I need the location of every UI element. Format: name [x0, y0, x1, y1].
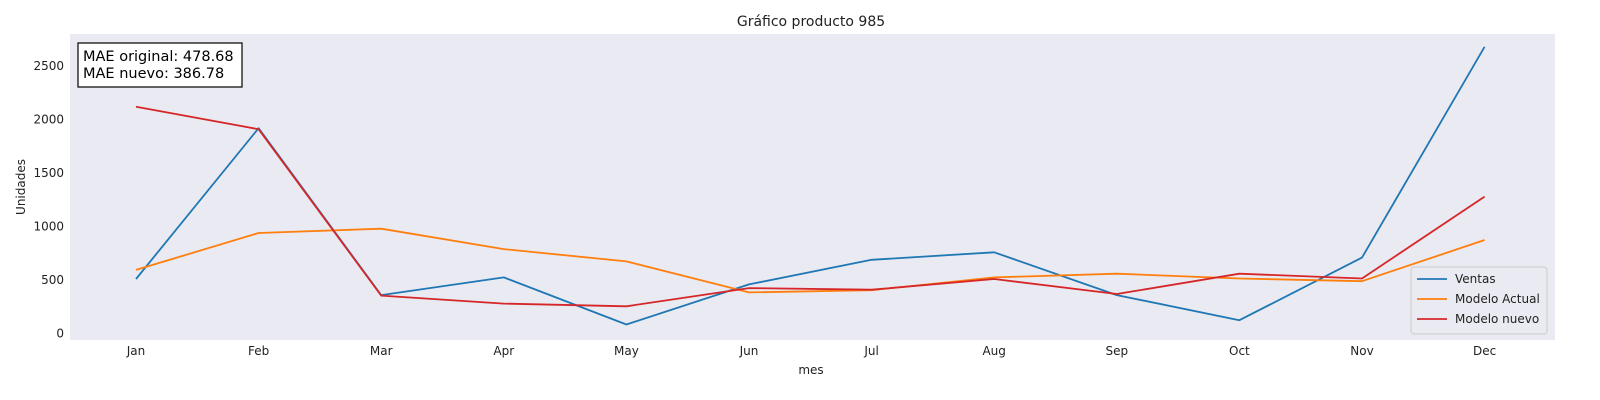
- annotation-line-1: MAE original: 478.68: [83, 49, 234, 65]
- y-tick-label: 2000: [33, 113, 64, 127]
- legend-label: Modelo nuevo: [1455, 312, 1539, 326]
- x-axis-label: mes: [798, 363, 823, 377]
- x-tick-label: Oct: [1229, 344, 1250, 358]
- annotation-box: [77, 42, 243, 88]
- x-tick-label: Mar: [370, 344, 393, 358]
- y-tick-label: 2500: [33, 59, 64, 73]
- y-tick-label: 500: [41, 273, 64, 287]
- series-line-2: [135, 227, 1485, 294]
- x-tick-label: Feb: [248, 344, 269, 358]
- series-line-3: [135, 105, 1486, 308]
- y-tick-label: 1500: [33, 166, 64, 180]
- plot-area: [70, 34, 1555, 340]
- legend-label: Ventas: [1455, 272, 1496, 286]
- y-tick-label: 1000: [33, 220, 64, 234]
- y-tick-label: 0: [56, 327, 64, 341]
- x-tick-label: Jan: [126, 344, 146, 358]
- chart-title: Gráfico producto 985: [737, 14, 885, 30]
- y-axis-label: Unidades: [14, 159, 28, 215]
- x-tick-label: Jul: [863, 344, 878, 358]
- x-tick-label: Apr: [493, 344, 514, 358]
- annotation-line-2: MAE nuevo: 386.78: [83, 66, 224, 82]
- series-lines: [135, 46, 1486, 326]
- x-tick-label: Jun: [739, 344, 759, 358]
- x-axis-ticks: Jan Feb Mar Apr May Jun Jul Aug Sep Oct Nov Dec: [126, 344, 1496, 358]
- x-tick-label: Sep: [1105, 344, 1128, 358]
- x-tick-label: Dec: [1473, 344, 1496, 358]
- legend: Ventas Modelo Actual Modelo nuevo: [1410, 266, 1548, 335]
- legend-box: [1410, 266, 1548, 335]
- legend-label: Modelo Actual: [1455, 292, 1540, 306]
- x-tick-label: May: [614, 344, 639, 358]
- mae-annotation: MAE original: 478.68 MAE nuevo: 386.78: [77, 42, 243, 88]
- y-axis-ticks: 0 500 1000 1500 2000 2500: [33, 59, 64, 340]
- x-tick-label: Aug: [982, 344, 1005, 358]
- x-tick-label: Nov: [1350, 344, 1373, 358]
